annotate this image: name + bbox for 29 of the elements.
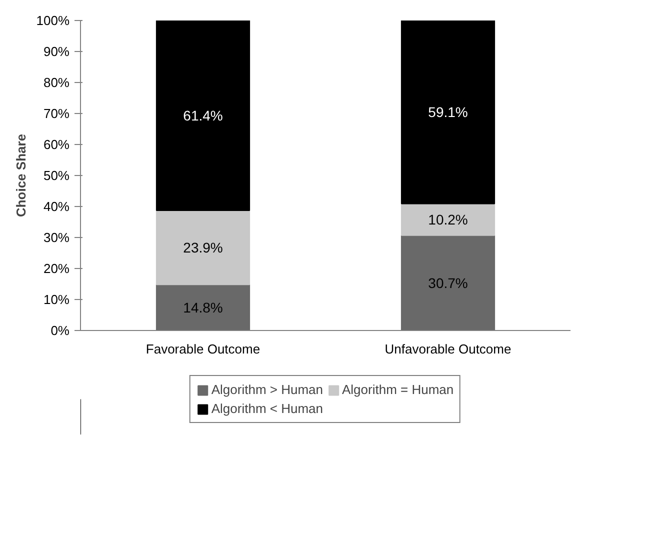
y-tick-label: 80%	[43, 75, 70, 90]
y-tick-label: 10%	[43, 292, 70, 307]
y-tick-label: 70%	[43, 106, 70, 121]
bar	[400, 234, 496, 330]
x-tick-label: Unfavorable Outcome	[384, 342, 512, 356]
legend-label: Algorithm > Human	[211, 382, 323, 397]
data-label: 59.1%	[428, 104, 468, 120]
y-tick-label: 40%	[43, 199, 70, 214]
y-axis-title: Choice Share	[13, 134, 28, 218]
bar	[156, 210, 250, 286]
data-label: 30.7%	[428, 274, 468, 291]
data-label: 23.9%	[183, 240, 223, 256]
y-tick-label: 0%	[50, 323, 70, 338]
bar	[156, 284, 250, 330]
legend-label: Algorithm < Human	[211, 401, 323, 416]
bar	[400, 20, 496, 204]
y-tick-label: 50%	[43, 168, 70, 183]
y-tick-label: 90%	[43, 44, 70, 59]
legend-label: Algorithm = Human	[342, 382, 454, 397]
bar	[156, 20, 250, 212]
y-tick-label: 30%	[43, 230, 70, 245]
data-label: 10.2%	[428, 212, 468, 228]
x-tick-label: Favorable Outcome	[146, 342, 260, 356]
data-label: 14.8%	[183, 300, 223, 316]
y-tick-label: 60%	[43, 137, 70, 152]
y-tick-label: 100%	[36, 13, 70, 28]
bar	[400, 203, 496, 236]
data-label: 61.4%	[183, 107, 223, 124]
y-tick-label: 20%	[43, 261, 70, 276]
